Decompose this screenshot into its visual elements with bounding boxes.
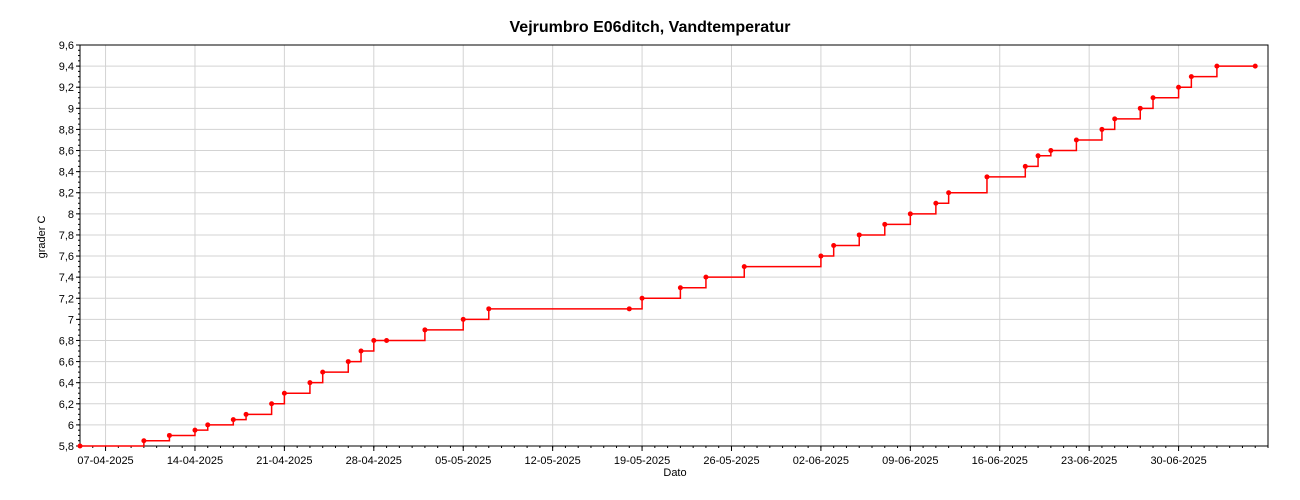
data-point: [243, 411, 249, 417]
data-point: [741, 264, 747, 270]
data-point: [818, 253, 824, 259]
plot-frame: [79, 44, 1269, 447]
y-axis-label: grader C: [36, 215, 48, 259]
data-point: [1022, 163, 1028, 169]
x-tick-label: 12-05-2025: [525, 455, 581, 467]
x-axis-label: Dato: [663, 467, 687, 479]
y-tick-label: 8,6: [59, 146, 74, 158]
y-tick-label: 8: [68, 209, 74, 221]
data-point: [1048, 148, 1054, 154]
y-tick-label: 6,8: [59, 335, 74, 347]
data-point: [1214, 63, 1220, 69]
x-tick-label: 21-04-2025: [256, 455, 312, 467]
y-tick-label: 6,6: [59, 357, 74, 369]
data-point: [166, 432, 172, 438]
y-tick-label: 9,6: [59, 40, 74, 52]
y-tick-label: 9,4: [59, 61, 74, 73]
data-point: [281, 390, 287, 396]
data-point: [703, 274, 709, 280]
data-point: [639, 295, 645, 301]
y-tick-label: 9,2: [59, 82, 74, 94]
y-tick-label: 6,4: [59, 378, 74, 390]
series-temperature: [77, 63, 1258, 449]
data-point: [230, 417, 236, 423]
data-point: [1035, 153, 1041, 159]
x-tick-label: 26-05-2025: [703, 455, 759, 467]
x-tick-label: 19-05-2025: [614, 455, 670, 467]
x-tick-label: 05-05-2025: [435, 455, 491, 467]
data-point: [486, 306, 492, 312]
data-point: [205, 422, 211, 428]
y-tick-label: 6: [68, 420, 74, 432]
data-point: [345, 359, 351, 365]
x-tick-label: 23-06-2025: [1061, 455, 1117, 467]
data-point: [141, 438, 147, 444]
data-point: [984, 174, 990, 180]
data-point: [831, 243, 837, 248]
data-point: [1137, 105, 1143, 111]
y-tick-label: 5,8: [59, 441, 74, 453]
x-tick-label: 28-04-2025: [346, 455, 402, 467]
data-point: [460, 316, 466, 322]
data-point: [1176, 84, 1182, 90]
y-tick-label: 7: [68, 314, 74, 326]
data-point: [320, 369, 326, 375]
data-point: [371, 337, 377, 343]
data-point: [856, 232, 862, 238]
data-point: [422, 327, 428, 333]
y-tick-label: 7,8: [59, 230, 74, 242]
grid-lines: [80, 45, 1268, 446]
series-line: [80, 65, 1256, 447]
y-tick-label: 7,6: [59, 251, 74, 263]
data-point: [933, 200, 939, 206]
data-point: [1099, 126, 1105, 132]
x-tick-label: 09-06-2025: [882, 455, 938, 467]
data-point: [269, 401, 275, 407]
y-tick-label: 8,4: [59, 167, 74, 179]
data-point: [307, 380, 313, 386]
data-point: [77, 443, 83, 449]
data-point: [192, 427, 198, 433]
y-tick-label: 9: [68, 103, 74, 115]
data-point: [946, 190, 952, 196]
x-tick-label: 02-06-2025: [793, 455, 849, 467]
y-axis: 5,8 6 6,2 6,4 6,6 6,8 7 7,2 7,4 7,6 7,8 8 8,2 8,4 8,6 8…: [59, 40, 80, 453]
data-point: [907, 211, 913, 217]
x-axis: 07-04-2025 14-04-2025 21-04-2025 28-04-2025…: [77, 446, 1269, 467]
data-point: [1252, 63, 1258, 69]
data-point: [384, 337, 390, 343]
y-tick-label: 8,2: [59, 188, 74, 200]
x-tick-label: 16-06-2025: [972, 455, 1028, 467]
x-tick-label: 14-04-2025: [167, 455, 223, 467]
data-point: [882, 221, 888, 227]
y-tick-label: 6,2: [59, 399, 74, 411]
x-tick-label: 30-06-2025: [1150, 455, 1206, 467]
data-point: [1188, 74, 1194, 80]
data-point: [358, 348, 364, 354]
data-point: [626, 306, 632, 312]
x-tick-label: 07-04-2025: [77, 455, 133, 467]
y-tick-label: 8,8: [59, 124, 74, 136]
y-tick-label: 7,4: [59, 272, 74, 284]
data-point: [1150, 95, 1156, 101]
y-tick-label: 7,2: [59, 293, 74, 305]
data-point: [1112, 116, 1118, 122]
data-point: [677, 285, 683, 291]
chart-title: Vejrumbro E06ditch, Vandtemperatur: [509, 19, 791, 36]
data-point: [1073, 137, 1079, 143]
